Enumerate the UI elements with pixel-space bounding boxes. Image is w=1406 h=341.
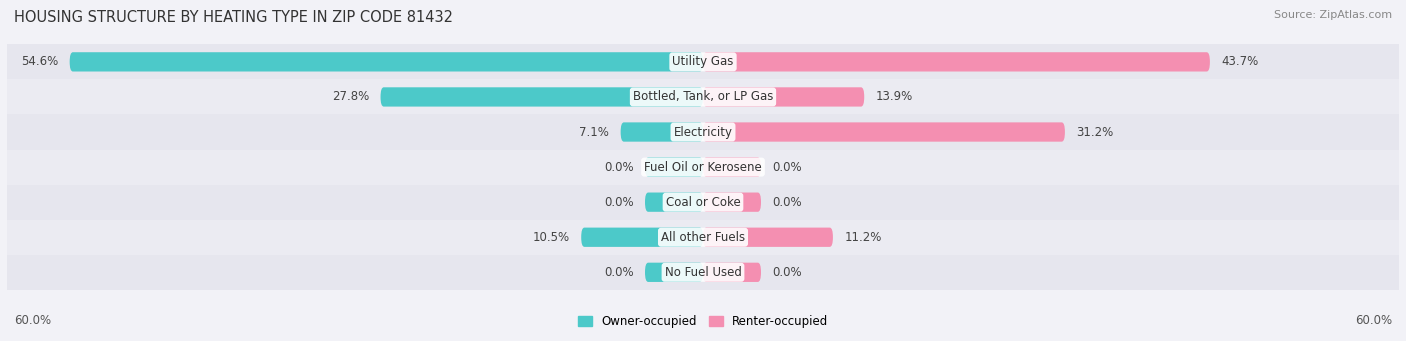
FancyBboxPatch shape <box>7 44 1399 79</box>
Text: 54.6%: 54.6% <box>21 55 58 68</box>
FancyBboxPatch shape <box>703 227 832 247</box>
FancyBboxPatch shape <box>703 87 865 107</box>
FancyBboxPatch shape <box>381 87 703 107</box>
FancyBboxPatch shape <box>703 158 761 177</box>
Text: Utility Gas: Utility Gas <box>672 55 734 68</box>
Legend: Owner-occupied, Renter-occupied: Owner-occupied, Renter-occupied <box>578 315 828 328</box>
Text: Coal or Coke: Coal or Coke <box>665 196 741 209</box>
Text: HOUSING STRUCTURE BY HEATING TYPE IN ZIP CODE 81432: HOUSING STRUCTURE BY HEATING TYPE IN ZIP… <box>14 10 453 25</box>
Text: Bottled, Tank, or LP Gas: Bottled, Tank, or LP Gas <box>633 90 773 103</box>
Text: 0.0%: 0.0% <box>603 196 633 209</box>
Text: 11.2%: 11.2% <box>845 231 882 244</box>
Text: 0.0%: 0.0% <box>773 196 803 209</box>
Text: 10.5%: 10.5% <box>533 231 569 244</box>
Text: Electricity: Electricity <box>673 125 733 138</box>
FancyBboxPatch shape <box>7 255 1399 290</box>
Text: All other Fuels: All other Fuels <box>661 231 745 244</box>
FancyBboxPatch shape <box>7 220 1399 255</box>
FancyBboxPatch shape <box>7 115 1399 150</box>
Text: 0.0%: 0.0% <box>773 266 803 279</box>
Text: 0.0%: 0.0% <box>773 161 803 174</box>
Text: No Fuel Used: No Fuel Used <box>665 266 741 279</box>
FancyBboxPatch shape <box>7 79 1399 115</box>
FancyBboxPatch shape <box>581 227 703 247</box>
Text: Fuel Oil or Kerosene: Fuel Oil or Kerosene <box>644 161 762 174</box>
Text: 60.0%: 60.0% <box>1355 314 1392 327</box>
FancyBboxPatch shape <box>703 52 1211 72</box>
Text: 27.8%: 27.8% <box>332 90 368 103</box>
Text: 0.0%: 0.0% <box>603 161 633 174</box>
FancyBboxPatch shape <box>703 263 761 282</box>
FancyBboxPatch shape <box>703 193 761 212</box>
FancyBboxPatch shape <box>645 193 703 212</box>
FancyBboxPatch shape <box>7 184 1399 220</box>
Text: 7.1%: 7.1% <box>579 125 609 138</box>
FancyBboxPatch shape <box>645 158 703 177</box>
Text: 0.0%: 0.0% <box>603 266 633 279</box>
Text: 60.0%: 60.0% <box>14 314 51 327</box>
Text: 31.2%: 31.2% <box>1077 125 1114 138</box>
Text: 13.9%: 13.9% <box>876 90 912 103</box>
FancyBboxPatch shape <box>703 122 1064 142</box>
Text: 43.7%: 43.7% <box>1222 55 1258 68</box>
FancyBboxPatch shape <box>70 52 703 72</box>
FancyBboxPatch shape <box>645 263 703 282</box>
FancyBboxPatch shape <box>7 150 1399 184</box>
Text: Source: ZipAtlas.com: Source: ZipAtlas.com <box>1274 10 1392 20</box>
FancyBboxPatch shape <box>620 122 703 142</box>
